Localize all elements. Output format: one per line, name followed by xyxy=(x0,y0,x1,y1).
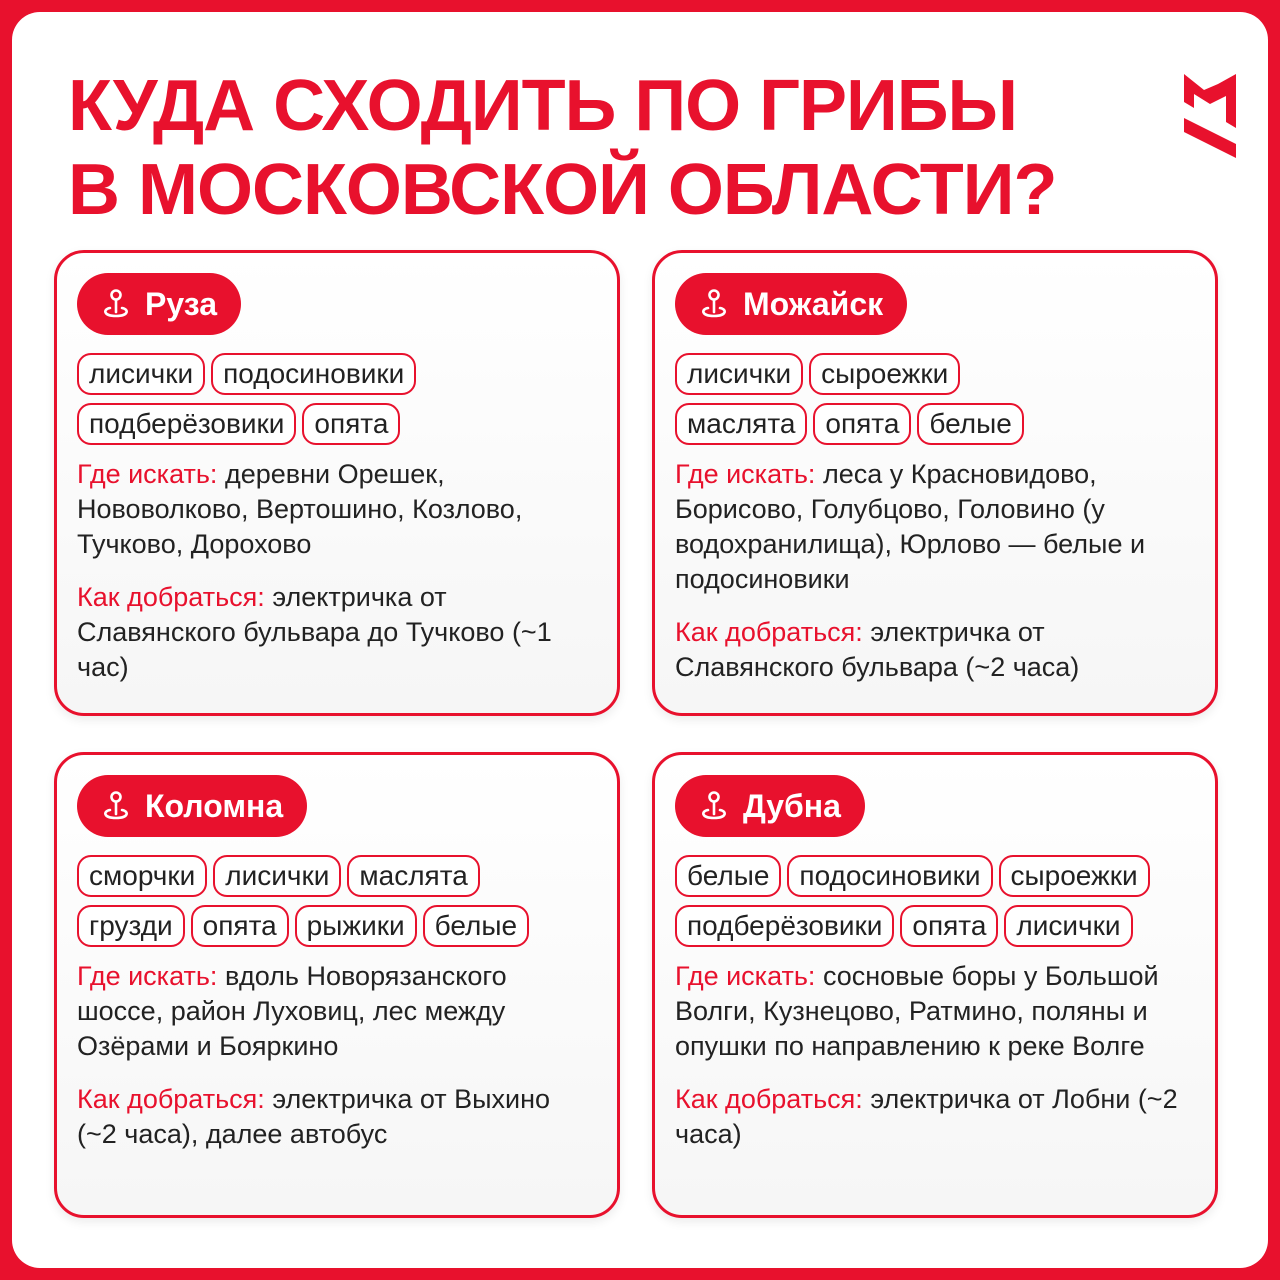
tag-row: лисички сыроежки xyxy=(675,353,1195,395)
location-card: Дубна белые подосиновики сыроежки подберёзов… xyxy=(652,752,1218,1218)
mushroom-tag: маслята xyxy=(347,855,480,897)
where-text: деревни Орешек, Нововолково, Вертошино, … xyxy=(77,459,523,559)
mushroom-tags: сморчки лисички маслята грузди опята рыжики бе… xyxy=(77,855,597,947)
mushroom-tag: сыроежки xyxy=(998,855,1150,897)
where-to-look: Где искать: сосновые боры у Большой Волг… xyxy=(675,959,1185,1064)
where-label: Где искать: xyxy=(675,459,816,489)
how-to-get: Как добраться: электричка от Славянского… xyxy=(675,615,1185,685)
where-text: вдоль Новорязанского шоссе, район Лухови… xyxy=(77,961,507,1061)
where-to-look: Где искать: деревни Орешек, Нововолково,… xyxy=(77,457,587,562)
map-pin-icon xyxy=(699,790,743,822)
where-label: Где искать: xyxy=(675,961,816,991)
tag-row: подберёзовики опята xyxy=(77,403,597,445)
location-name: Руза xyxy=(145,285,217,322)
tag-row: подберёзовики опята лисички xyxy=(675,905,1195,947)
mushroom-tag: лисички xyxy=(1004,905,1133,947)
brand-logo-icon xyxy=(1184,74,1236,158)
mushroom-tag: белые xyxy=(422,905,530,947)
mushroom-tag: маслята xyxy=(675,403,808,445)
where-text: сосновые боры у Большой Волги, Кузнецово… xyxy=(675,961,1159,1061)
location-card: Коломна сморчки лисички маслята грузди опята р… xyxy=(54,752,620,1218)
where-label: Где искать: xyxy=(77,961,218,991)
mushroom-tag: грузди xyxy=(77,905,185,947)
mushroom-tag: опята xyxy=(190,905,289,947)
mushroom-tag: подберёзовики xyxy=(77,403,297,445)
mushroom-tag: рыжики xyxy=(294,905,417,947)
tag-row: белые подосиновики сыроежки xyxy=(675,855,1195,897)
how-to-get: Как добраться: электричка от Выхино (~2 … xyxy=(77,1082,587,1152)
how-text: электричка от Выхино (~2 часа), далее ав… xyxy=(77,1084,551,1149)
tag-row: грузди опята рыжики белые xyxy=(77,905,597,947)
how-label: Как добраться: xyxy=(77,1084,265,1114)
mushroom-tags: белые подосиновики сыроежки подберёзовики оп… xyxy=(675,855,1195,947)
poster: КУДА СХОДИТЬ ПО ГРИБЫ В МОСКОВСКОЙ ОБЛАС… xyxy=(12,12,1268,1268)
map-pin-icon xyxy=(699,288,743,320)
map-pin-icon xyxy=(101,288,145,320)
mushroom-tag: лисички xyxy=(675,353,804,395)
tag-row: маслята опята белые xyxy=(675,403,1195,445)
location-card: Руза лисички подосиновики подберёзовики опят… xyxy=(54,250,620,716)
mushroom-tag: сыроежки xyxy=(809,353,961,395)
location-badge: Коломна xyxy=(77,775,308,837)
mushroom-tags: лисички сыроежки маслята опята белые xyxy=(675,353,1195,445)
where-to-look: Где искать: леса у Красновидово, Борисов… xyxy=(675,457,1185,597)
title-line-1: КУДА СХОДИТЬ ПО ГРИБЫ xyxy=(68,66,1018,146)
how-to-get: Как добраться: электричка от Лобни (~2 ч… xyxy=(675,1082,1185,1152)
where-text: леса у Красновидово, Борисово, Голубцово… xyxy=(675,459,1146,594)
mushroom-tag: белые xyxy=(917,403,1024,445)
how-text: электричка от Лобни (~2 часа) xyxy=(675,1084,1178,1149)
mushroom-tag: подосиновики xyxy=(211,353,417,395)
mushroom-tag: опята xyxy=(302,403,401,445)
how-text: электричка от Славянского бульвара до Ту… xyxy=(77,582,552,682)
where-label: Где искать: xyxy=(77,459,218,489)
mushroom-tag: белые xyxy=(675,855,782,897)
tag-row: лисички подосиновики xyxy=(77,353,597,395)
tag-row: сморчки лисички маслята xyxy=(77,855,597,897)
mushroom-tag: подосиновики xyxy=(787,855,993,897)
mushroom-tag: опята xyxy=(813,403,912,445)
location-badge: Дубна xyxy=(675,775,865,837)
location-card: Можайск лисички сыроежки маслята опята белые Г… xyxy=(652,250,1218,716)
mushroom-tag: сморчки xyxy=(77,855,208,897)
how-label: Как добраться: xyxy=(675,1084,863,1114)
where-to-look: Где искать: вдоль Новорязанского шоссе, … xyxy=(77,959,587,1064)
how-text: электричка от Славянского бульвара (~2 ч… xyxy=(675,617,1080,682)
location-badge: Руза xyxy=(77,273,241,335)
mushroom-tag: опята xyxy=(900,905,999,947)
mushroom-tag: лисички xyxy=(77,353,206,395)
location-name: Коломна xyxy=(145,787,284,824)
how-label: Как добраться: xyxy=(77,582,265,612)
how-to-get: Как добраться: электричка от Славянского… xyxy=(77,580,587,685)
location-badge: Можайск xyxy=(675,273,908,335)
map-pin-icon xyxy=(101,790,145,822)
mushroom-tag: лисички xyxy=(213,855,342,897)
location-name: Можайск xyxy=(743,285,884,322)
mushroom-tag: подберёзовики xyxy=(675,905,895,947)
page-title: КУДА СХОДИТЬ ПО ГРИБЫ В МОСКОВСКОЙ ОБЛАС… xyxy=(68,64,1057,232)
how-label: Как добраться: xyxy=(675,617,863,647)
title-line-2: В МОСКОВСКОЙ ОБЛАСТИ? xyxy=(68,150,1057,230)
location-name: Дубна xyxy=(743,787,841,824)
mushroom-tags: лисички подосиновики подберёзовики опята xyxy=(77,353,597,445)
